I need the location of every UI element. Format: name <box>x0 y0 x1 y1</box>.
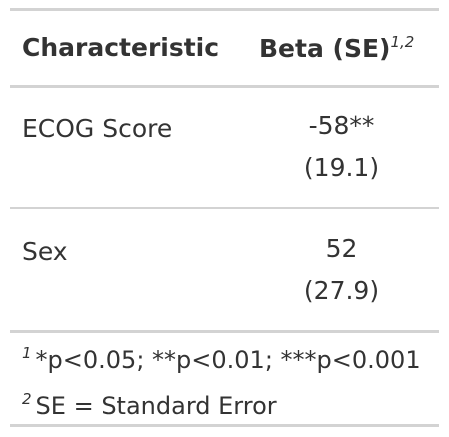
header-beta-footnote-marks: 1,2 <box>390 33 415 51</box>
row-divider <box>10 207 439 209</box>
row-estimate-ecog: -58** <box>308 111 375 140</box>
header-beta-label: Beta (SE) <box>259 34 391 63</box>
table-body-bottom-rule <box>10 330 439 333</box>
row-value-ecog: -58** (19.1) <box>270 105 413 189</box>
footnote-mark-1: 1 <box>22 344 32 362</box>
footnote-text-1: *p<0.05; **p<0.01; ***p<0.001 <box>35 346 421 374</box>
header-characteristic: Characteristic <box>22 35 219 60</box>
table-bottom-rule <box>10 424 439 427</box>
row-se-sex: (27.9) <box>303 276 380 305</box>
header-characteristic-label: Characteristic <box>22 33 220 62</box>
row-estimate-sex: 52 <box>325 234 358 263</box>
row-label-sex: Sex <box>22 237 68 266</box>
row-se-ecog: (19.1) <box>303 153 380 182</box>
row-value-sex: 52 (27.9) <box>270 228 413 312</box>
footnote-1: 1 *p<0.05; **p<0.01; ***p<0.001 <box>22 344 421 374</box>
header-beta-se: Beta (SE)1,2 <box>259 33 415 63</box>
row-label-ecog: ECOG Score <box>22 114 173 143</box>
footnote-text-2: SE = Standard Error <box>35 392 277 420</box>
table-top-rule <box>10 8 439 11</box>
footnote-2: 2 SE = Standard Error <box>22 390 277 420</box>
header-bottom-rule <box>10 85 439 88</box>
footnote-mark-2: 2 <box>22 390 32 408</box>
